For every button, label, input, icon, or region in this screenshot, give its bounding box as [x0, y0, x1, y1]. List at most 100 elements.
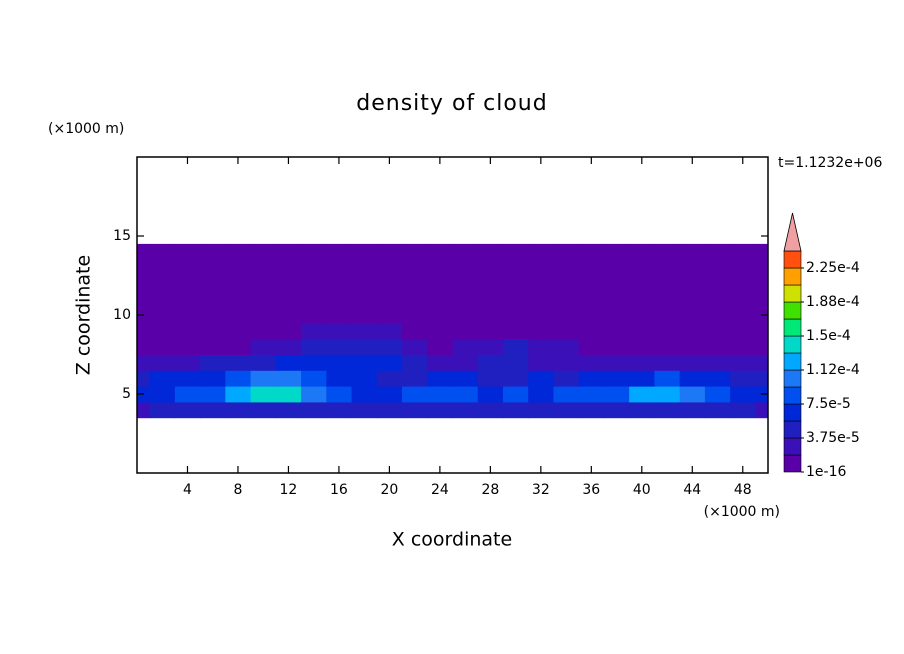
field-cell: [679, 338, 706, 355]
field-cell: [477, 275, 504, 292]
field-cell: [502, 370, 529, 387]
field-cell: [149, 307, 176, 324]
field-cell: [174, 275, 201, 292]
colorbar-tick-label: 2.25e-4: [806, 260, 860, 276]
field-cell: [149, 354, 176, 371]
x-tick-label: 40: [633, 482, 651, 498]
field-cell: [603, 259, 630, 276]
field-cell: [174, 243, 201, 261]
field-cell: [351, 354, 378, 371]
field-cell: [376, 401, 403, 419]
field-cell: [149, 370, 176, 387]
field-cell: [679, 386, 706, 403]
field-cell: [755, 370, 768, 387]
x-tick-label: 28: [481, 482, 499, 498]
field-cell: [654, 322, 681, 340]
field-cell: [452, 275, 479, 292]
field-cell: [603, 307, 630, 324]
field-cell: [730, 338, 756, 355]
field-cell: [275, 275, 302, 292]
field-cell: [704, 338, 731, 355]
field-cell: [376, 291, 403, 308]
field-cell: [200, 401, 226, 419]
field-cell: [275, 401, 302, 419]
field-cell: [578, 275, 605, 292]
field-cell: [137, 275, 151, 292]
x-tick-label: 20: [380, 482, 398, 498]
field-cell: [351, 386, 378, 403]
field-cell: [578, 401, 605, 419]
field-cell: [250, 354, 277, 371]
field-cell: [427, 354, 453, 371]
field-cell: [351, 370, 378, 387]
field-cell: [149, 401, 176, 419]
field-cell: [679, 354, 706, 371]
field-cell: [578, 338, 605, 355]
field-cell: [578, 354, 605, 371]
field-cell: [250, 243, 277, 261]
field-cell: [137, 243, 151, 261]
field-cell: [376, 307, 403, 324]
field-cell: [427, 307, 453, 324]
field-cell: [402, 275, 428, 292]
colorbar-band: [783, 386, 802, 405]
field-cell: [452, 259, 479, 276]
field-cell: [629, 386, 655, 403]
field-cell: [200, 275, 226, 292]
field-cell: [528, 291, 554, 308]
field-cell: [200, 322, 226, 340]
field-cell: [427, 259, 453, 276]
field-cell: [755, 401, 768, 419]
field-cell: [225, 291, 252, 308]
x-tick-label: 16: [330, 482, 348, 498]
field-cell: [326, 291, 353, 308]
field-cell: [553, 370, 580, 387]
field-cell: [553, 338, 580, 355]
field-cell: [250, 370, 277, 387]
field-cell: [137, 259, 151, 276]
field-cell: [452, 401, 479, 419]
field-cell: [326, 338, 353, 355]
field-cell: [502, 322, 529, 340]
field-cell: [477, 338, 504, 355]
field-cell: [402, 322, 428, 340]
field-cell: [603, 370, 630, 387]
field-cell: [603, 354, 630, 371]
colorbar-band: [783, 318, 802, 337]
field-cell: [603, 386, 630, 403]
field-cell: [553, 291, 580, 308]
field-cell: [679, 307, 706, 324]
x-tick-label: 4: [183, 482, 192, 498]
colorbar-tick-label: 1e-16: [806, 464, 846, 480]
colorbar-tick-label: 7.5e-5: [806, 396, 851, 412]
field-cell: [376, 386, 403, 403]
field-cell: [376, 338, 403, 355]
field-cell: [502, 275, 529, 292]
field-cell: [275, 259, 302, 276]
field-cell: [200, 338, 226, 355]
field-cell: [225, 322, 252, 340]
field-cell: [376, 354, 403, 371]
field-cell: [427, 243, 453, 261]
field-cell: [704, 275, 731, 292]
field-cell: [679, 401, 706, 419]
field-cell: [704, 259, 731, 276]
field-cell: [326, 370, 353, 387]
field-cell: [704, 243, 731, 261]
field-cell: [351, 243, 378, 261]
field-cell: [502, 386, 529, 403]
field-cell: [477, 354, 504, 371]
field-cell: [629, 354, 655, 371]
field-cell: [654, 243, 681, 261]
field-cell: [351, 401, 378, 419]
field-cell: [225, 354, 252, 371]
field-cell: [502, 307, 529, 324]
field-cell: [553, 275, 580, 292]
field-cell: [528, 338, 554, 355]
field-cell: [376, 275, 403, 292]
field-cell: [553, 307, 580, 324]
field-cell: [679, 291, 706, 308]
field-cell: [603, 243, 630, 261]
colorbar-band: [783, 369, 802, 388]
field-cell: [137, 338, 151, 355]
